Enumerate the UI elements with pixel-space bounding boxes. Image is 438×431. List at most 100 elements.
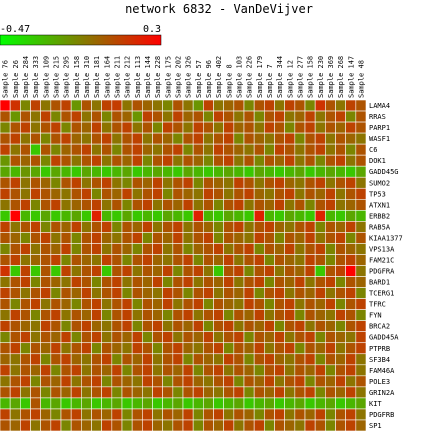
heatmap-cell (0, 243, 11, 255)
heatmap-cell (182, 110, 194, 123)
column-label: Sample 226 (246, 56, 254, 98)
heatmap-cell (142, 309, 153, 321)
heatmap-cell (81, 232, 92, 244)
heatmap-cell (30, 121, 41, 134)
heatmap-cell (50, 276, 62, 288)
heatmap-cell (0, 408, 11, 421)
heatmap-cell (172, 99, 184, 112)
heatmap-cell (182, 386, 194, 399)
heatmap-cell (101, 375, 113, 388)
heatmap-cell (152, 408, 163, 421)
heatmap-cell (60, 287, 72, 299)
heatmap-cell (9, 419, 21, 431)
heatmap-cell (9, 176, 21, 189)
heatmap-cell (223, 276, 235, 288)
heatmap-cell (30, 386, 41, 399)
heatmap-cell (314, 419, 326, 431)
heatmap-cell (335, 342, 346, 355)
heatmap-cell (243, 199, 255, 211)
heatmap-cell (152, 353, 163, 366)
column-label: Sample 8 (225, 64, 233, 98)
heatmap-cell (264, 342, 275, 355)
heatmap-cell (294, 331, 306, 344)
heatmap-cell (101, 331, 113, 344)
heatmap-cell (0, 254, 11, 266)
heatmap-cell (50, 243, 62, 255)
heatmap-cell (325, 199, 336, 211)
heatmap-cell (274, 254, 285, 266)
heatmap-cell (182, 331, 194, 344)
heatmap-cell (121, 221, 133, 233)
heatmap-cell (40, 276, 52, 288)
heatmap-cell (203, 419, 214, 431)
heatmap-cell (294, 419, 306, 431)
heatmap-cell (335, 276, 346, 288)
heatmap-cell (142, 187, 153, 200)
heatmap-cell (81, 210, 92, 222)
heatmap-cell (182, 408, 194, 421)
heatmap-cell (9, 210, 21, 222)
heatmap-cell (345, 199, 357, 211)
heatmap-cell (142, 419, 153, 431)
heatmap-cell (253, 265, 265, 277)
heatmap-cell (40, 342, 52, 355)
heatmap-cell (162, 298, 174, 310)
heatmap-cell (152, 243, 163, 255)
heatmap-cell (60, 210, 72, 222)
heatmap-cell (131, 331, 143, 344)
heatmap-cell (81, 408, 92, 421)
heatmap-cell (9, 309, 21, 321)
heatmap-cell (264, 353, 275, 366)
heatmap-cell (294, 386, 306, 399)
heatmap-cell (182, 143, 194, 156)
heatmap-cell (294, 375, 306, 388)
heatmap-cell (50, 121, 62, 134)
heatmap-cell (20, 154, 31, 167)
heatmap-cell (60, 298, 72, 310)
heatmap-cell (111, 298, 123, 310)
heatmap-cell (0, 121, 11, 134)
heatmap-cell (213, 221, 224, 233)
heatmap-cell (264, 397, 275, 410)
heatmap-cell (142, 342, 153, 355)
heatmap-cell (345, 187, 357, 200)
heatmap-cell (213, 419, 224, 431)
heatmap-cell (91, 320, 102, 332)
heatmap-cell (131, 232, 143, 244)
heatmap-cell (50, 353, 62, 366)
heatmap-cell (152, 298, 163, 310)
heatmap-cell (192, 353, 204, 366)
heatmap-cell (121, 298, 133, 310)
heatmap-cell (192, 331, 204, 344)
heatmap-cell (203, 331, 214, 344)
heatmap-cell (172, 276, 184, 288)
heatmap-cell (264, 221, 275, 233)
heatmap-cell (253, 331, 265, 344)
heatmap-cell (20, 342, 31, 355)
heatmap-cell (223, 132, 235, 145)
heatmap-cell (264, 199, 275, 211)
heatmap-cell (203, 320, 214, 332)
heatmap-cell (152, 165, 163, 178)
heatmap-cell (223, 331, 235, 344)
heatmap-cell (91, 419, 102, 431)
heatmap-cell (294, 99, 306, 112)
heatmap-cell (172, 254, 184, 266)
heatmap-cell (111, 110, 123, 123)
heatmap-cell (314, 331, 326, 344)
heatmap-cell (294, 287, 306, 299)
heatmap-cell (182, 298, 194, 310)
heatmap-cell (121, 342, 133, 355)
heatmap-cell (30, 320, 41, 332)
heatmap-cell (101, 298, 113, 310)
heatmap-cell (233, 154, 245, 167)
heatmap-cell (345, 408, 357, 421)
heatmap-cell (274, 199, 285, 211)
heatmap-cell (314, 287, 326, 299)
heatmap-cell (111, 165, 123, 178)
heatmap-cell (213, 132, 224, 145)
heatmap-cell (152, 265, 163, 277)
heatmap-cell (213, 298, 224, 310)
heatmap-cell (91, 287, 102, 299)
heatmap-cell (111, 419, 123, 431)
